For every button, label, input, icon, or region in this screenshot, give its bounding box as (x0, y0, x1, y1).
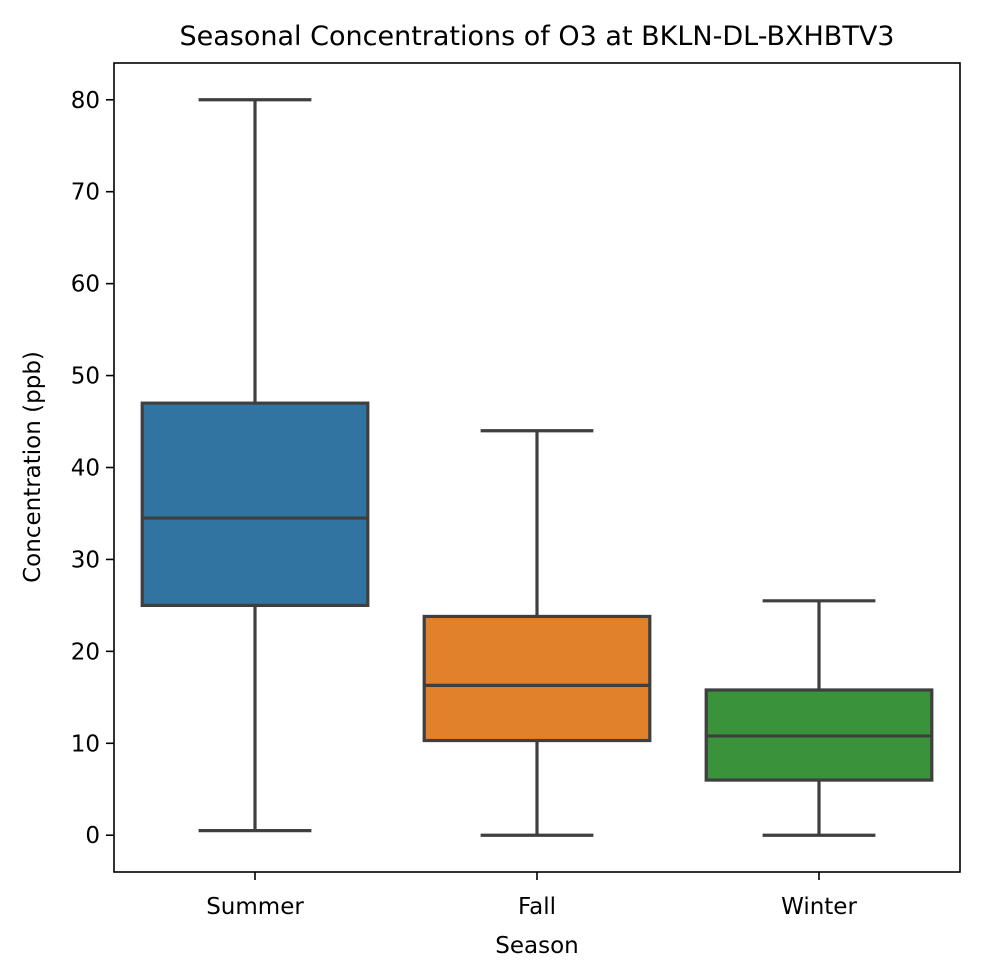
box-group-winter (704, 599, 934, 837)
y-tick-label-10: 10 (71, 731, 100, 757)
y-tick-label-20: 20 (71, 639, 100, 665)
box-summer (140, 401, 370, 607)
x-axis: Summer Fall Winter (206, 872, 857, 920)
box-fall (422, 614, 652, 743)
box-group-summer (140, 98, 370, 833)
y-axis: 0 10 20 30 40 50 60 70 80 (71, 88, 114, 849)
x-tick-label-fall: Fall (518, 894, 556, 920)
chart-title: Seasonal Concentrations of O3 at BKLN-DL… (180, 21, 895, 52)
y-tick-label-80: 80 (71, 88, 100, 114)
x-axis-label: Season (495, 933, 578, 959)
box-group-fall (422, 429, 652, 837)
y-tick-label-50: 50 (71, 364, 100, 390)
x-tick-label-summer: Summer (206, 894, 304, 920)
y-tick-label-70: 70 (71, 180, 100, 206)
y-tick-label-60: 60 (71, 272, 100, 298)
y-tick-label-0: 0 (85, 823, 100, 849)
y-tick-label-40: 40 (71, 456, 100, 482)
y-axis-label: Concentration (ppb) (20, 351, 46, 583)
y-tick-label-30: 30 (71, 547, 100, 573)
x-tick-label-winter: Winter (781, 894, 857, 920)
plot-area (140, 98, 934, 837)
